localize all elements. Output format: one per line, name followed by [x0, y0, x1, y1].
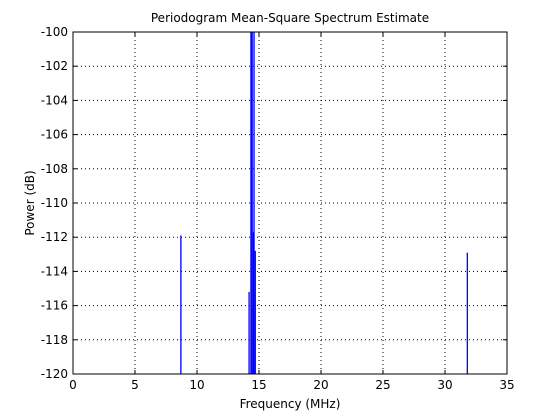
spectrum-lines: [180, 32, 468, 374]
y-tick-label: -104: [41, 93, 68, 107]
x-tick-label: 15: [251, 378, 266, 392]
x-tick-label: 25: [375, 378, 390, 392]
y-tick-label: -106: [41, 128, 68, 142]
y-tick-label: -102: [41, 59, 68, 73]
x-tick-label: 35: [499, 378, 514, 392]
grid-lines: [73, 32, 507, 374]
y-axis-label: Power (dB): [23, 170, 37, 235]
y-tick-label: -108: [41, 162, 68, 176]
y-tick-label: -112: [41, 230, 68, 244]
y-tick-label: -114: [41, 264, 68, 278]
y-tick-label: -110: [41, 196, 68, 210]
x-tick-label: 10: [189, 378, 204, 392]
x-tick-label: 30: [437, 378, 452, 392]
x-tick-label: 5: [131, 378, 139, 392]
x-axis-label: Frequency (MHz): [240, 397, 341, 411]
y-tick-label: -118: [41, 333, 68, 347]
x-tick-labels: 0 5 10 15 20 25 30 35: [69, 378, 514, 392]
y-tick-label: -120: [41, 367, 68, 381]
y-tick-label: -100: [41, 25, 68, 39]
chart-title: Periodogram Mean-Square Spectrum Estimat…: [151, 11, 429, 25]
y-tick-label: -116: [41, 299, 68, 313]
x-tick-label: 20: [313, 378, 328, 392]
y-tick-labels: -120 -118 -116 -114 -112 -110 -108 -106 -104 -102…: [41, 25, 68, 381]
x-tick-label: 0: [69, 378, 77, 392]
axis-ticks: [72, 31, 508, 375]
